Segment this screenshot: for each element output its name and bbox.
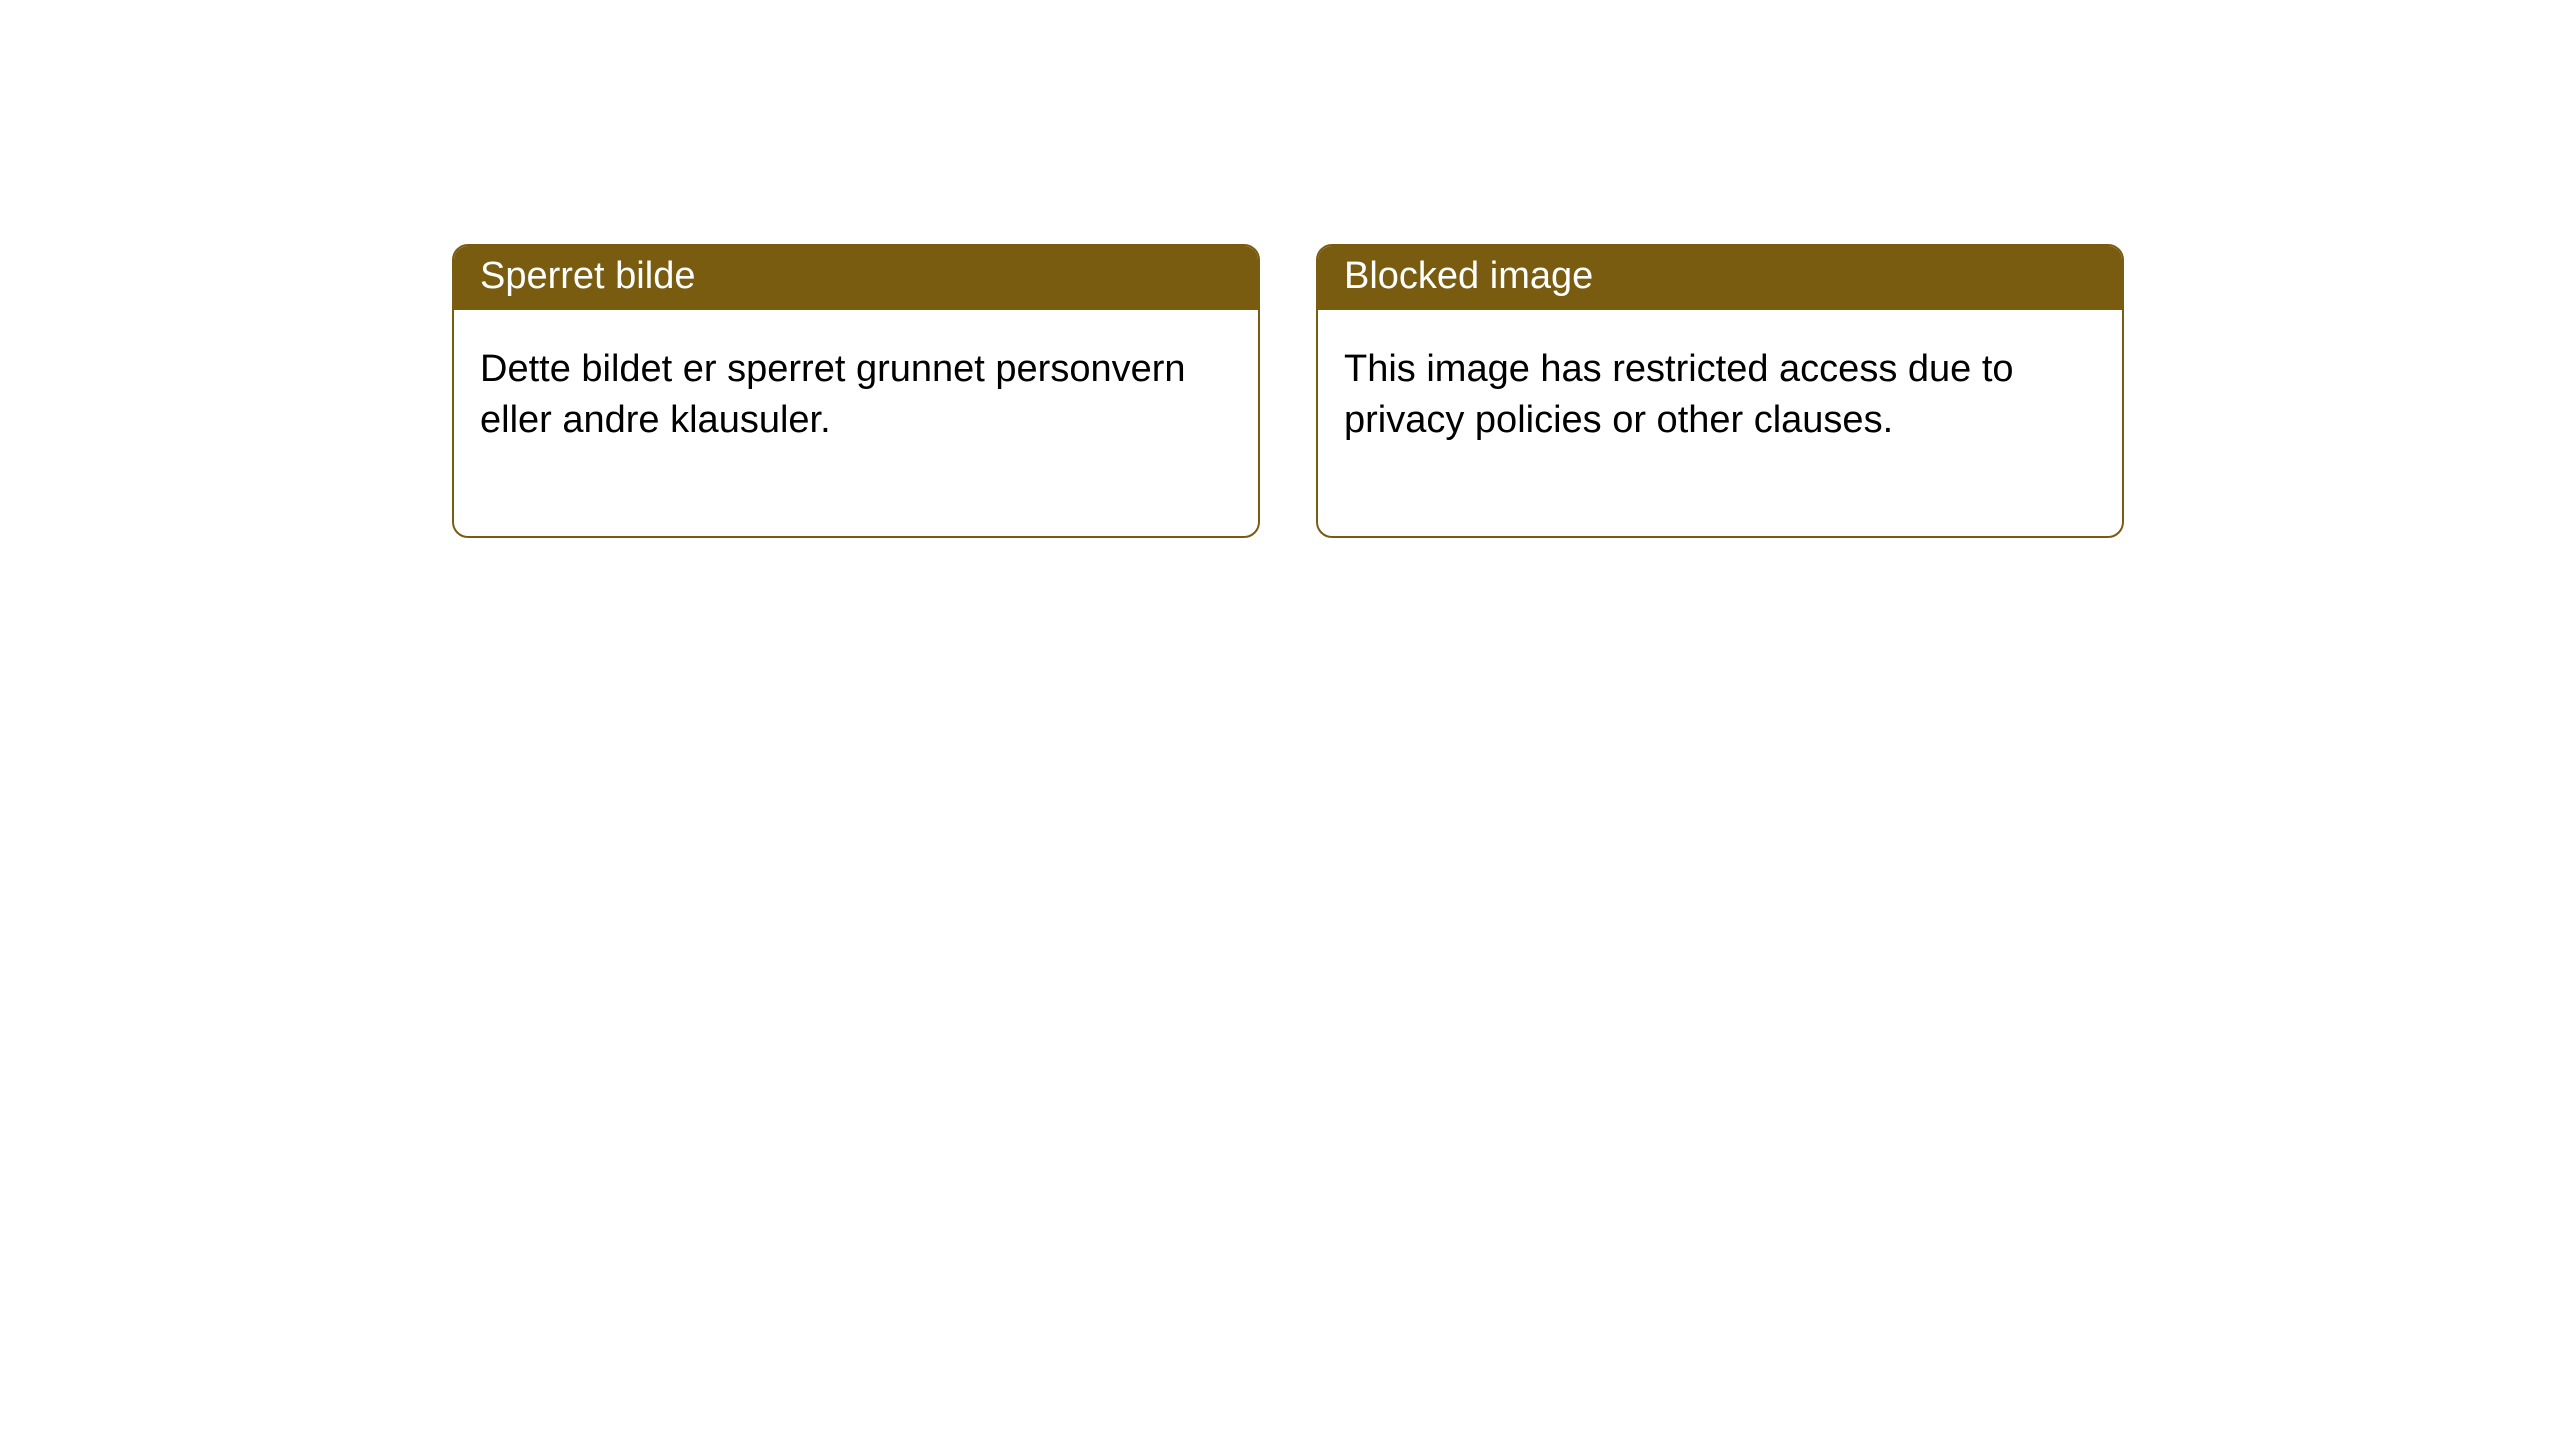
notice-header: Sperret bilde (454, 246, 1258, 310)
notice-card-norwegian: Sperret bilde Dette bildet er sperret gr… (452, 244, 1260, 538)
notice-body: Dette bildet er sperret grunnet personve… (454, 310, 1258, 537)
notice-header: Blocked image (1318, 246, 2122, 310)
notice-card-english: Blocked image This image has restricted … (1316, 244, 2124, 538)
notice-body: This image has restricted access due to … (1318, 310, 2122, 537)
notice-container: Sperret bilde Dette bildet er sperret gr… (0, 0, 2560, 538)
